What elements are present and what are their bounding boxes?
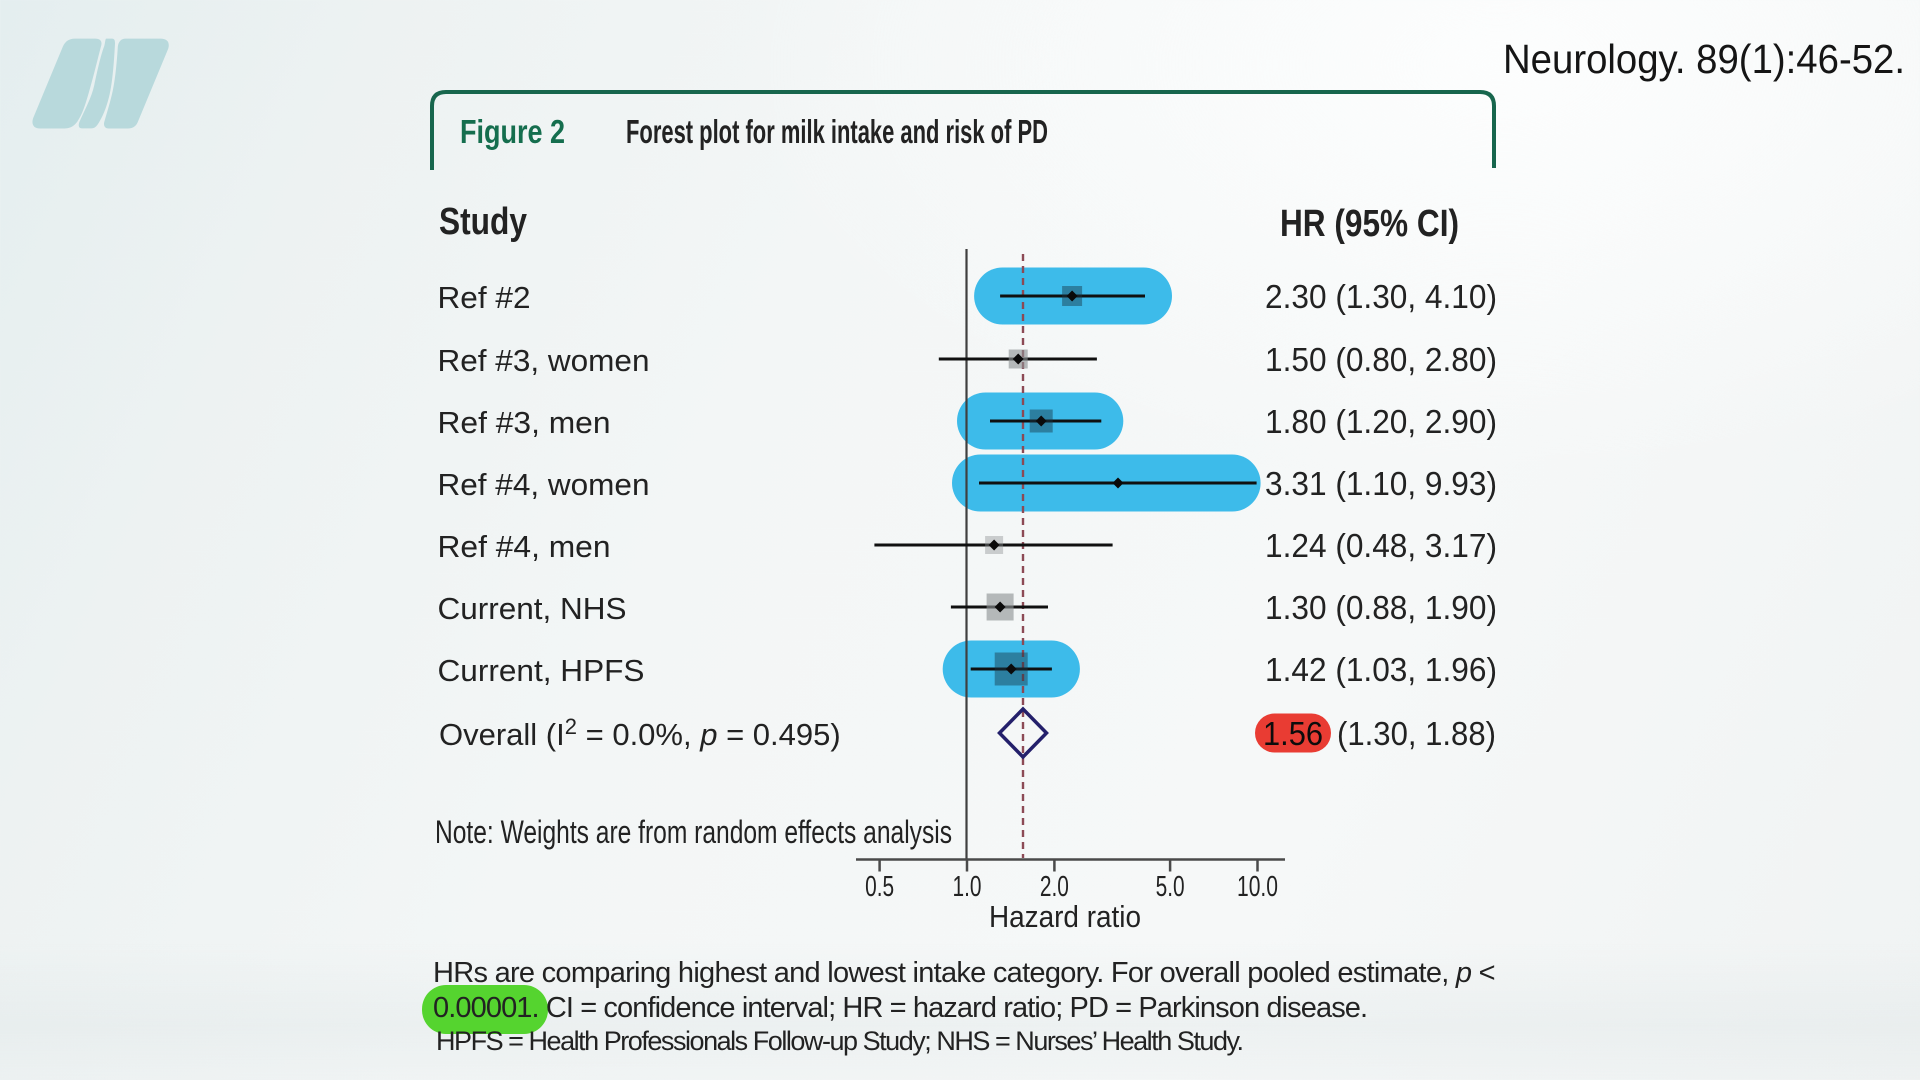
svg-text:Ref #2: Ref #2	[438, 280, 531, 315]
svg-text:1.24 (0.48, 3.17): 1.24 (0.48, 3.17)	[1265, 527, 1497, 564]
svg-text:Current, HPFS: Current, HPFS	[438, 653, 645, 688]
svg-text:HRs are comparing highest and: HRs are comparing highest and lowest int…	[433, 957, 1495, 989]
svg-text:1.56: 1.56	[1263, 715, 1323, 752]
svg-text:0.00001. CI = confidence inter: 0.00001. CI = confidence interval; HR = …	[433, 992, 1367, 1024]
svg-text:1.50 (0.80, 2.80): 1.50 (0.80, 2.80)	[1265, 341, 1497, 378]
svg-text:Hazard ratio: Hazard ratio	[989, 899, 1141, 934]
svg-text:Forest plot for milk intake an: Forest plot for milk intake and risk of …	[626, 113, 1048, 150]
svg-text:2.30 (1.30, 4.10): 2.30 (1.30, 4.10)	[1265, 278, 1497, 315]
svg-text:Note: Weights are from random: Note: Weights are from random effects an…	[435, 814, 952, 850]
svg-text:Ref #3, women: Ref #3, women	[438, 343, 650, 378]
svg-text:Current, NHS: Current, NHS	[438, 591, 627, 626]
svg-text:1.42 (1.03, 1.96): 1.42 (1.03, 1.96)	[1265, 651, 1497, 688]
svg-text:Figure 2: Figure 2	[460, 113, 565, 150]
svg-text:Ref #4, men: Ref #4, men	[438, 529, 611, 564]
svg-text:Neurology. 89(1):46-52.: Neurology. 89(1):46-52.	[1503, 36, 1905, 82]
svg-text:1.30 (0.88, 1.90): 1.30 (0.88, 1.90)	[1265, 589, 1497, 626]
svg-text:0.5: 0.5	[865, 871, 894, 903]
svg-text:Study: Study	[439, 201, 527, 243]
svg-text:Ref #3, men: Ref #3, men	[438, 405, 611, 440]
svg-text:HR (95% CI): HR (95% CI)	[1280, 203, 1459, 245]
svg-text:1.0: 1.0	[953, 871, 982, 903]
svg-text:Overall (I2 = 0.0%, p = 0.495): Overall (I2 = 0.0%, p = 0.495)	[439, 714, 841, 752]
svg-text:HPFS = Health Professionals Fo: HPFS = Health Professionals Follow-up St…	[436, 1026, 1243, 1056]
svg-text:1.80 (1.20, 2.90): 1.80 (1.20, 2.90)	[1265, 403, 1497, 440]
svg-text:Ref #4, women: Ref #4, women	[438, 467, 650, 502]
svg-text:10.0: 10.0	[1237, 871, 1278, 903]
svg-text:3.31 (1.10, 9.93): 3.31 (1.10, 9.93)	[1265, 465, 1497, 502]
svg-text:5.0: 5.0	[1156, 871, 1185, 903]
svg-text:(1.30, 1.88): (1.30, 1.88)	[1337, 715, 1496, 752]
svg-text:2.0: 2.0	[1040, 871, 1069, 903]
